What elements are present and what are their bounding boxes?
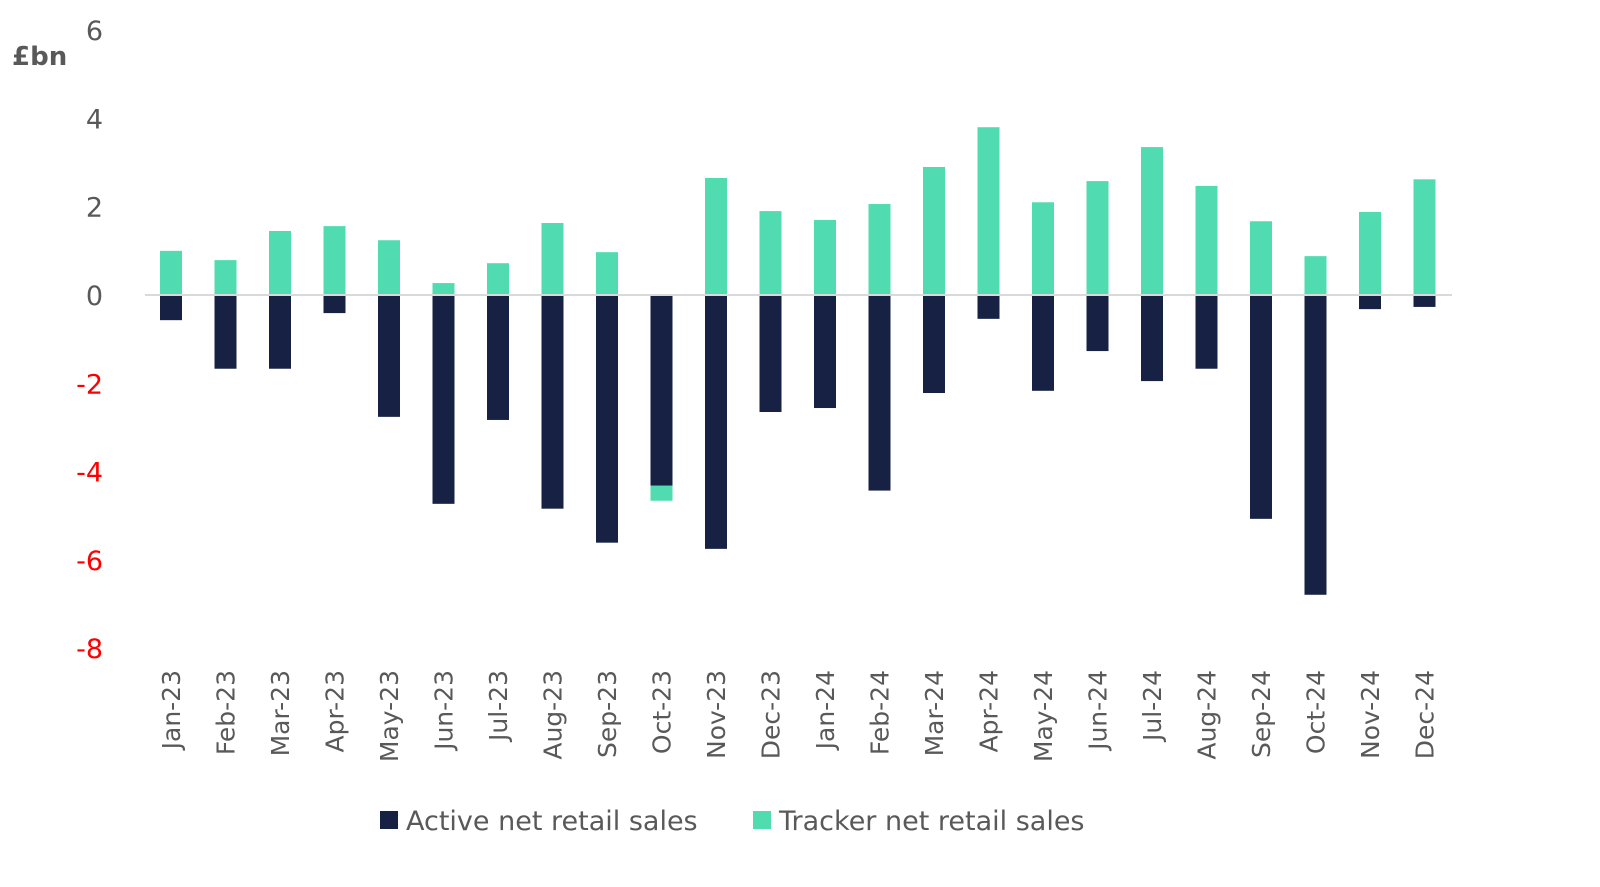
bar-tracker-Aug-24 <box>1195 185 1218 295</box>
bar-active-Jun-23 <box>432 295 455 504</box>
bar-active-Mar-23 <box>269 295 291 369</box>
bar-active-Apr-23 <box>323 295 346 314</box>
bar-active-Feb-24 <box>868 295 891 491</box>
x-tick-label: Sep-24 <box>1247 670 1276 758</box>
bar-active-May-23 <box>378 295 400 417</box>
x-tick-label: Apr-24 <box>975 670 1004 752</box>
bar-tracker-Jan-23 <box>160 250 182 295</box>
bar-active-Jul-24 <box>1141 295 1163 382</box>
y-axis-unit-label: £bn <box>12 42 67 72</box>
y-tick-label: 2 <box>86 193 103 224</box>
x-tick-label: Dec-24 <box>1411 670 1440 759</box>
bar-tracker-Jul-23 <box>487 263 509 295</box>
bar-active-Sep-24 <box>1250 295 1272 519</box>
bar-tracker-Jun-23 <box>432 283 455 295</box>
x-tick-label: Sep-23 <box>593 670 622 758</box>
bar-active-Jul-23 <box>487 295 509 420</box>
x-tick-label: Jul-24 <box>1138 670 1167 743</box>
x-tick-label: Apr-23 <box>321 670 350 752</box>
bar-tracker-May-24 <box>1032 202 1054 295</box>
bar-active-Oct-24 <box>1304 295 1327 595</box>
bar-tracker-Dec-24 <box>1413 179 1436 295</box>
x-tick-label: Jun-23 <box>430 670 459 752</box>
x-tick-label: Nov-23 <box>702 670 731 759</box>
x-tick-label: Jan-23 <box>157 670 186 751</box>
bar-active-Sep-23 <box>596 295 618 543</box>
bar-tracker-May-23 <box>378 240 400 295</box>
bar-active-Nov-23 <box>705 295 727 549</box>
x-tick-label: Mar-24 <box>920 670 949 756</box>
bar-active-Oct-23 <box>650 295 673 486</box>
x-tick-label: Jan-24 <box>811 670 840 751</box>
bar-tracker-Dec-23 <box>759 211 782 295</box>
x-tick-label: Jul-23 <box>484 670 513 743</box>
bar-tracker-Oct-24 <box>1304 256 1327 295</box>
y-tick-label: -2 <box>76 369 103 400</box>
x-tick-label: Aug-23 <box>539 670 568 760</box>
y-tick-label: -4 <box>76 458 103 489</box>
y-tick-label: 0 <box>86 281 103 312</box>
x-tick-label: Oct-23 <box>648 670 677 754</box>
x-tick-label: Aug-24 <box>1193 670 1222 760</box>
legend-swatch <box>753 811 771 829</box>
x-tick-label: May-24 <box>1029 670 1058 762</box>
bar-active-Apr-24 <box>977 295 1000 319</box>
x-tick-label: Oct-24 <box>1302 670 1331 754</box>
bar-tracker-Mar-23 <box>269 230 291 295</box>
bar-active-May-24 <box>1032 295 1054 391</box>
y-tick-label: 6 <box>86 16 103 47</box>
legend-label: Active net retail sales <box>406 806 698 837</box>
x-tick-label: Jun-24 <box>1084 670 1113 752</box>
bar-active-Dec-23 <box>759 295 782 412</box>
bar-tracker-Oct-23 <box>650 485 673 501</box>
y-tick-label: -8 <box>76 634 103 665</box>
x-tick-label: Nov-24 <box>1356 670 1385 759</box>
bar-active-Mar-24 <box>923 295 945 394</box>
y-tick-label: -6 <box>76 546 103 577</box>
bar-tracker-Mar-24 <box>923 166 945 295</box>
bar-active-Jan-23 <box>160 295 182 321</box>
x-tick-label: May-23 <box>375 670 404 762</box>
bar-tracker-Sep-24 <box>1250 221 1272 295</box>
bar-active-Jan-24 <box>814 295 836 409</box>
bar-tracker-Aug-23 <box>541 223 564 295</box>
bar-active-Aug-24 <box>1195 295 1218 369</box>
y-tick-label: 4 <box>86 104 103 135</box>
x-tick-label: Feb-23 <box>212 670 241 755</box>
bar-tracker-Jun-24 <box>1086 181 1109 295</box>
bar-active-Nov-24 <box>1359 295 1381 310</box>
bar-tracker-Jul-24 <box>1141 147 1163 295</box>
legend: Active net retail sales Tracker net retai… <box>380 806 1085 837</box>
bar-tracker-Nov-23 <box>705 178 727 295</box>
bar-tracker-Feb-23 <box>214 260 237 295</box>
x-tick-label: Dec-23 <box>757 670 786 759</box>
x-tick-label: Feb-24 <box>866 670 895 755</box>
legend-label: Tracker net retail sales <box>778 806 1085 837</box>
bar-tracker-Feb-24 <box>868 204 891 295</box>
bar-tracker-Jan-24 <box>814 219 836 295</box>
x-tick-label: Mar-23 <box>266 670 295 756</box>
bar-tracker-Nov-24 <box>1359 211 1381 295</box>
bar-active-Aug-23 <box>541 295 564 509</box>
bar-tracker-Apr-24 <box>977 127 1000 295</box>
bar-active-Jun-24 <box>1086 295 1109 352</box>
bar-tracker-Apr-23 <box>323 226 346 295</box>
legend-swatch <box>380 811 398 829</box>
bar-active-Feb-23 <box>214 295 237 369</box>
bar-active-Dec-24 <box>1413 295 1436 307</box>
bar-tracker-Sep-23 <box>596 252 618 295</box>
